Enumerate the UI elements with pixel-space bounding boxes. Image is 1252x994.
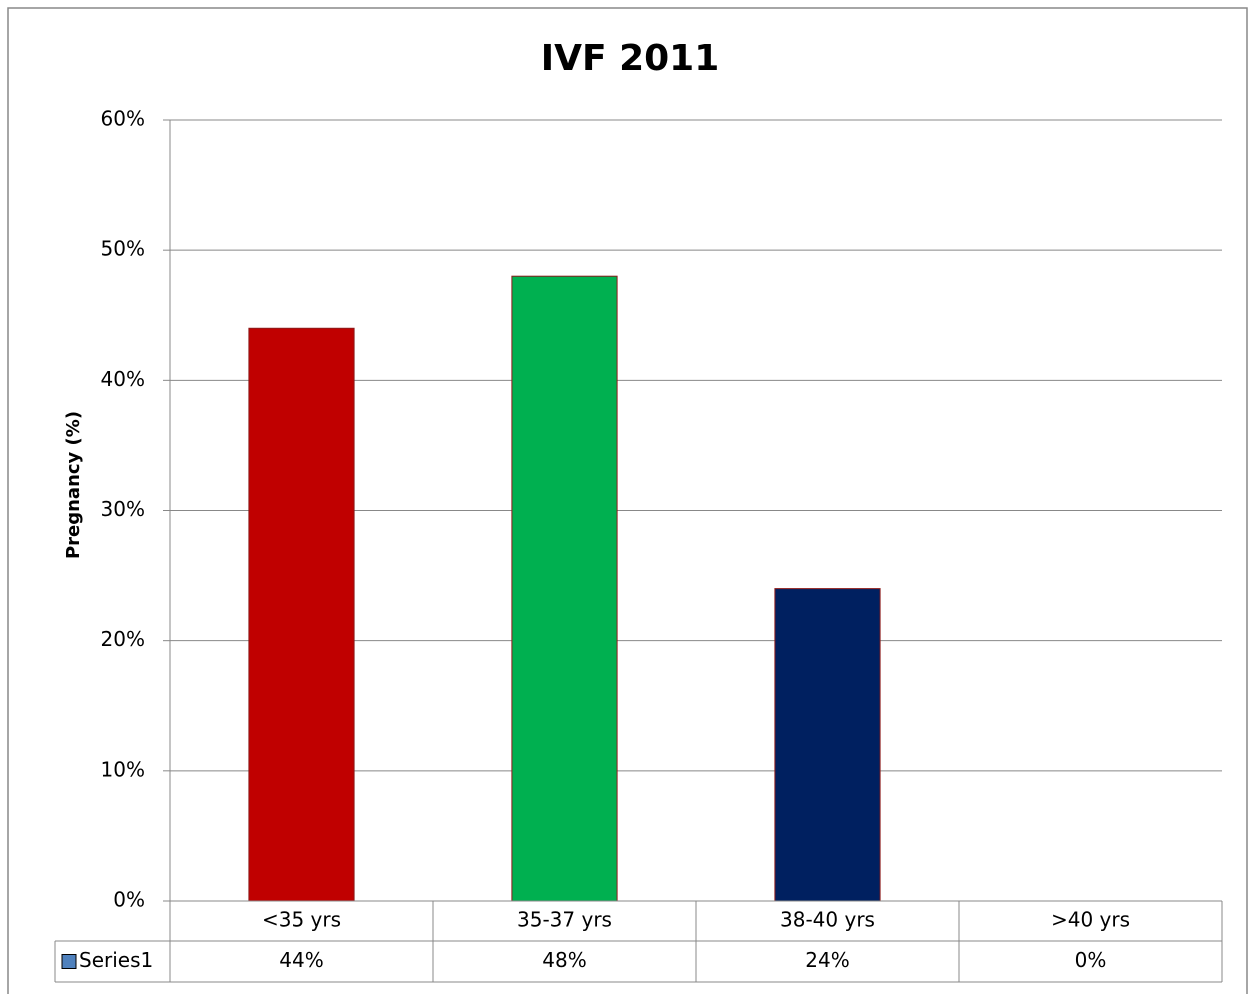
y-tick-label: 20% bbox=[101, 627, 145, 651]
y-tick-label: 30% bbox=[101, 497, 145, 521]
x-tick-label: 38-40 yrs bbox=[780, 908, 875, 932]
y-tick-label: 10% bbox=[101, 757, 145, 781]
y-tick-label: 40% bbox=[101, 367, 145, 391]
data-label: 44% bbox=[279, 948, 323, 972]
x-tick-label: >40 yrs bbox=[1051, 908, 1130, 932]
bar bbox=[511, 275, 618, 902]
chart-title: IVF 2011 bbox=[541, 38, 720, 79]
y-tick-label: 50% bbox=[101, 237, 145, 261]
y-tick-label: 0% bbox=[113, 888, 145, 912]
data-label: 24% bbox=[805, 948, 849, 972]
y-axis-label: Pregnancy (%) bbox=[63, 411, 84, 559]
x-tick-label: <35 yrs bbox=[262, 908, 341, 932]
bar bbox=[774, 588, 881, 902]
x-tick-label: 35-37 yrs bbox=[517, 908, 612, 932]
bar bbox=[248, 327, 355, 902]
data-label: 0% bbox=[1075, 948, 1107, 972]
chart-frame bbox=[7, 7, 1248, 994]
legend-label: Series1 bbox=[79, 948, 153, 972]
y-tick-label: 60% bbox=[101, 107, 145, 131]
legend-swatch bbox=[61, 954, 77, 969]
data-label: 48% bbox=[542, 948, 586, 972]
